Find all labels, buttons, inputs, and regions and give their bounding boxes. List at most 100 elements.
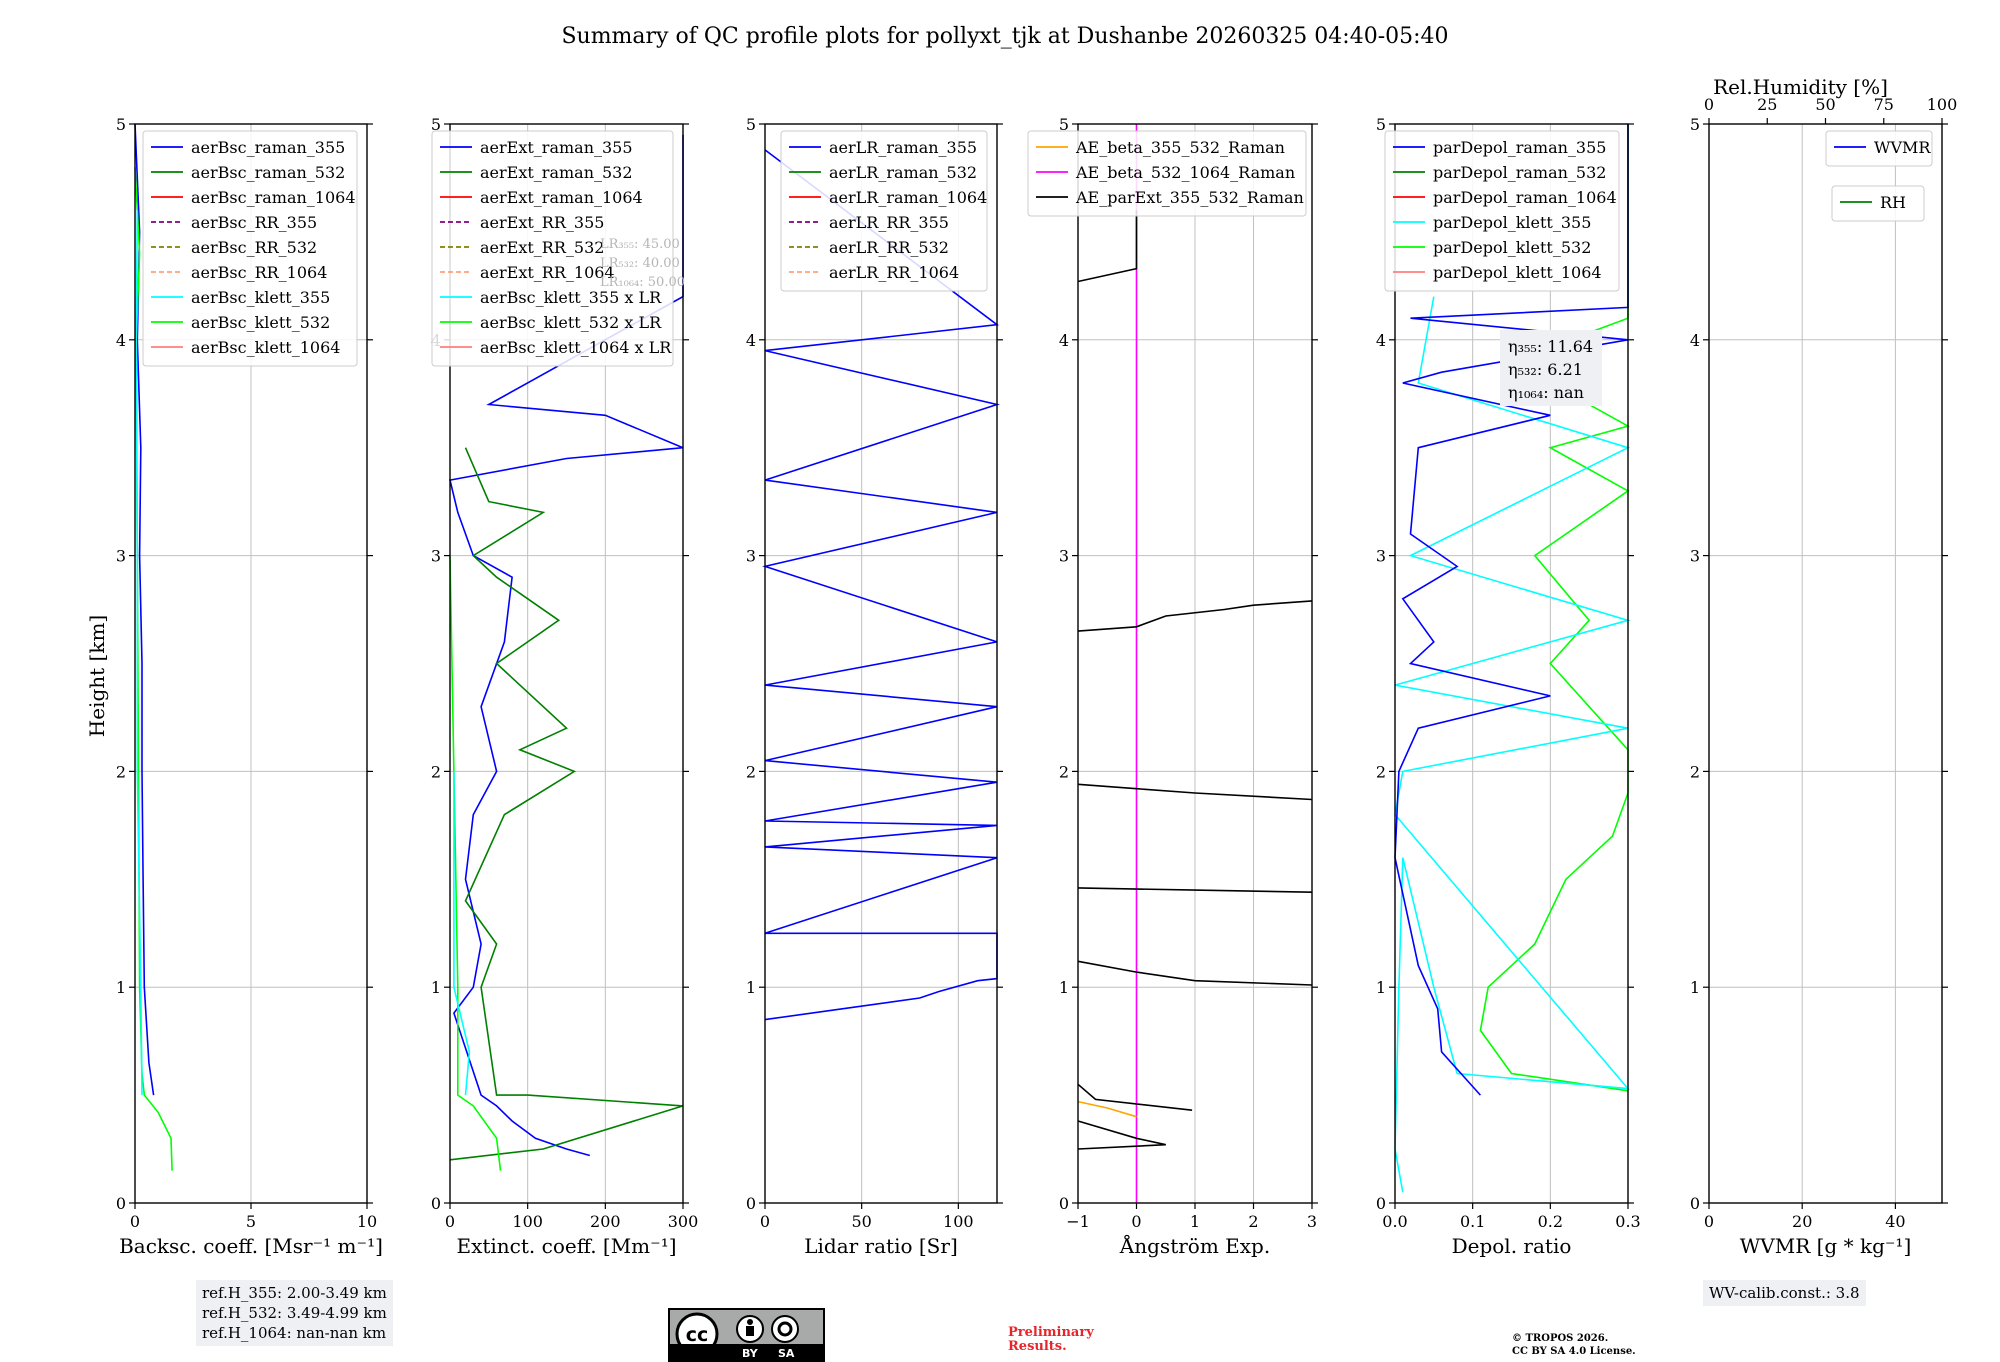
y-tick-label: 5 (1059, 115, 1069, 134)
legend-box (1027, 130, 1307, 217)
x-tick-label: 0.2 (1538, 1212, 1563, 1231)
legend-label: aerLR_raman_532 (829, 163, 977, 182)
axes-frame (764, 123, 998, 1204)
legend-label: parDepol_klett_532 (1433, 238, 1591, 257)
legend-label: parDepol_klett_355 (1433, 213, 1591, 232)
y-tick-label: 4 (1376, 331, 1386, 350)
wv-calib-box: WV-calib.const.: 3.8 (1703, 1280, 1866, 1306)
y-tick-label: 3 (1059, 547, 1069, 566)
y-tick-label: 1 (431, 978, 441, 997)
copyright-line-2: CC BY SA 4.0 License. (1512, 1346, 1636, 1357)
cc-license-badge: cc BY SA (668, 1308, 825, 1362)
y-tick-label: 0 (746, 1194, 756, 1213)
legend-label: parDepol_klett_1064 (1433, 263, 1602, 282)
y-tick-label: 2 (1376, 762, 1386, 781)
series-aerlr-raman-355 (762, 149, 1000, 1021)
x-tick-label: 100 (512, 1212, 543, 1231)
legend-label: aerExt_raman_532 (480, 163, 633, 182)
x-tick-label: 3 (1307, 1212, 1317, 1231)
legend-box (431, 130, 674, 367)
x-tick-label: 0 (1131, 1212, 1141, 1231)
legend-label: aerBsc_klett_532 (191, 313, 330, 332)
legend-label: aerBsc_klett_1064 (191, 338, 340, 357)
axes-frame (449, 123, 684, 1204)
legend: AE_beta_355_532_Raman AE_beta_532_1064_Ra… (1027, 130, 1307, 217)
copyright-line-1: © TROPOS 2026. (1512, 1333, 1609, 1344)
legend-box (142, 130, 358, 367)
eta-value: η₃₅₅: 11.64 (1508, 337, 1593, 356)
series-ae-beta-355-532-raman (1077, 1100, 1137, 1118)
ref-heights-box: ref.H_355: 2.00-3.49 km ref.H_532: 3.49-… (196, 1280, 393, 1346)
series-ae-parext-355-532-raman-e (1077, 783, 1313, 801)
cc-sa-label: SA (778, 1347, 795, 1360)
series-pardepol-klett-355 (1394, 296, 1631, 1193)
preliminary-line-1: Preliminary (1008, 1325, 1094, 1340)
panel-depol: 0.0 0.1 0.2 0.3 0 1 2 3 4 5 Depol. ratio parDepol_r… (1376, 115, 1641, 1258)
y-tick-label: 1 (1376, 978, 1386, 997)
series-ae-parext-355-532-raman-b (1077, 1120, 1166, 1150)
legend-label: aerExt_raman_355 (480, 138, 633, 157)
legend-label: aerBsc_raman_355 (191, 138, 345, 157)
legend-label: parDepol_raman_532 (1433, 163, 1606, 182)
y-tick-label: 5 (431, 115, 441, 134)
legend-label: aerLR_RR_532 (829, 238, 949, 257)
y-tick-label: 0 (1690, 1194, 1700, 1213)
x-tick-label: 2 (1248, 1212, 1258, 1231)
legend-label: aerBsc_klett_532 x LR (480, 313, 662, 332)
x-axis-label: Backsc. coeff. [Msr⁻¹ m⁻¹] (119, 1234, 383, 1258)
legend-label: RH (1880, 193, 1906, 212)
series-aerbsc-klett-355 (135, 210, 143, 1096)
legend-label: AE_beta_355_532_Raman (1075, 138, 1285, 157)
legend-label: aerBsc_RR_532 (191, 238, 317, 257)
top-tick-label: 50 (1815, 95, 1835, 114)
legend: aerExt_raman_355 aerExt_raman_532 aerExt_r… (431, 130, 674, 367)
y-tick-label: 4 (1059, 331, 1069, 350)
legend-label: WVMR (1874, 138, 1931, 157)
series-ae-parext-355-532-raman-c (1077, 960, 1313, 986)
x-tick-label: 5 (246, 1212, 256, 1231)
lr-note: LR₃₅₅: 45.00 (600, 237, 680, 252)
y-tick-label: 4 (746, 331, 756, 350)
series-aerext-raman-355 (449, 134, 684, 1157)
series-aerext-raman-532 (449, 447, 684, 1161)
cc-letters: cc (686, 1324, 709, 1346)
series-pardepol-klett-532 (1479, 124, 1631, 1092)
sa-share-icon (771, 1315, 799, 1343)
y-tick-label: 3 (1690, 547, 1700, 566)
legend-label: AE_beta_532_1064_Raman (1075, 163, 1295, 182)
y-tick-label: 0 (1376, 1194, 1386, 1213)
x-tick-label: 0.3 (1615, 1212, 1640, 1231)
legend-label: aerExt_RR_1064 (480, 263, 615, 282)
series-aerbsc-klett-532 (134, 167, 173, 1171)
y-tick-label: 3 (746, 547, 756, 566)
x-tick-label: 100 (943, 1212, 974, 1231)
wv-calib-text: WV-calib.const.: 3.8 (1709, 1284, 1860, 1302)
y-tick-label: 0 (431, 1194, 441, 1213)
y-tick-label: 1 (1059, 978, 1069, 997)
y-tick-label: 5 (1376, 115, 1386, 134)
ref-height-1064: ref.H_1064: nan-nan km (202, 1324, 387, 1342)
top-tick-label: 25 (1757, 95, 1777, 114)
panel-wv: 0 20 40 0 1 2 3 4 5 WVMR [g * kg⁻¹] 0 25 50 75 100 Rel.… (1690, 75, 1957, 1258)
legend-label: aerBsc_klett_1064 x LR (480, 338, 672, 357)
lr-note: LR₅₃₂: 40.00 (600, 256, 680, 271)
x-tick-label: 20 (1792, 1212, 1812, 1231)
top-axis-label: Rel.Humidity [%] (1713, 75, 1888, 99)
top-tick-label: 100 (1927, 95, 1958, 114)
x-axis-label: Depol. ratio (1452, 1234, 1572, 1258)
axes-frame (1394, 123, 1629, 1204)
legend-label: aerBsc_raman_532 (191, 163, 345, 182)
legend-label: parDepol_raman_1064 (1433, 188, 1617, 207)
legend: WVMR (1825, 130, 1933, 167)
series-ae-parext-355-532-raman-d (1077, 887, 1313, 893)
eta-value: η₅₃₂: 6.21 (1508, 360, 1583, 379)
legend-label: aerExt_RR_355 (480, 213, 604, 232)
legend-label: aerLR_RR_1064 (829, 263, 959, 282)
series-aerbsc-klett-355-x-lr (453, 771, 471, 1096)
y-tick-label: 5 (1690, 115, 1700, 134)
y-tick-label: 0 (116, 1194, 126, 1213)
y-tick-label: 2 (1690, 762, 1700, 781)
x-tick-label: 0.1 (1460, 1212, 1485, 1231)
legend-box (1825, 130, 1933, 167)
